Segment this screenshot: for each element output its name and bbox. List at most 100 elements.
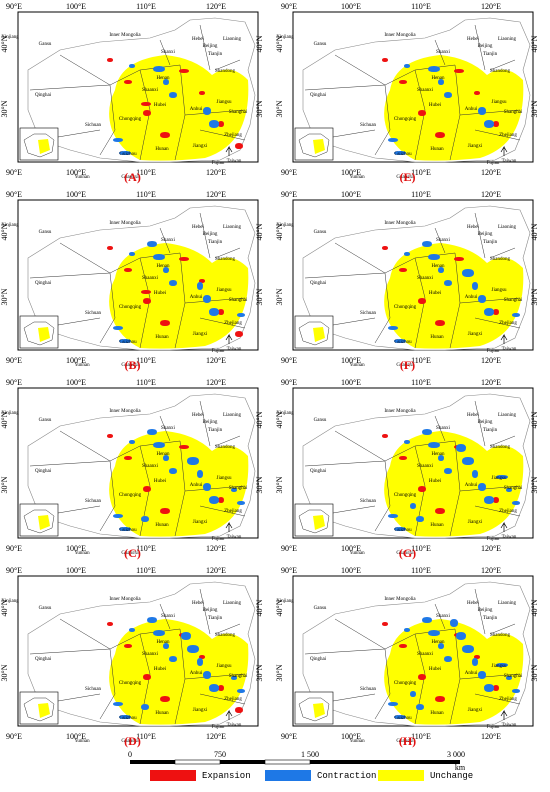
region-label: Hunan bbox=[430, 711, 444, 716]
region-label: Guangxi bbox=[396, 363, 414, 366]
region-label: Jiangxi bbox=[193, 520, 208, 525]
lon-tick-bottom: 120°E bbox=[206, 168, 226, 177]
region-label: Shandong bbox=[490, 445, 511, 450]
province-boundary bbox=[199, 505, 246, 517]
expansion-patch bbox=[199, 279, 205, 283]
lon-tick-top: 90°E bbox=[6, 378, 22, 387]
region-label: Fujian bbox=[487, 537, 500, 542]
expansion-patch bbox=[143, 674, 151, 680]
region-label: Henan bbox=[431, 640, 445, 645]
lat-tick-left: 40°N bbox=[0, 223, 9, 240]
region-label: Guangxi bbox=[121, 739, 139, 742]
contraction-patch bbox=[484, 120, 494, 128]
lat-tick-left: 40°N bbox=[0, 411, 9, 428]
lat-tick-right: 40°N bbox=[530, 35, 539, 52]
expansion-patch bbox=[493, 685, 499, 691]
panel-label: (E) bbox=[399, 170, 416, 184]
region-label: Shandong bbox=[215, 257, 236, 262]
expansion-patch bbox=[218, 497, 224, 503]
region-label: Taiwan bbox=[227, 535, 242, 540]
lat-tick-left: 30°N bbox=[275, 664, 284, 681]
province-boundary bbox=[374, 648, 391, 720]
region-label: Xinjiang bbox=[276, 223, 294, 228]
lon-tick-bottom: 110°E bbox=[411, 168, 431, 177]
expansion-patch bbox=[493, 497, 499, 503]
panel-label: (G) bbox=[398, 546, 417, 560]
lat-tick-left: 40°N bbox=[275, 599, 284, 616]
lon-tick-bottom: 110°E bbox=[411, 356, 431, 365]
region-label: Tianjin bbox=[483, 428, 498, 433]
region-label: Shanghai bbox=[504, 674, 523, 679]
expansion-patch bbox=[418, 674, 426, 680]
lon-tick-bottom: 120°E bbox=[206, 732, 226, 741]
lon-tick-top: 120°E bbox=[481, 566, 501, 575]
region-label: Zhejiang bbox=[224, 697, 242, 702]
contraction-patch bbox=[478, 295, 486, 303]
region-label: Hubei bbox=[154, 667, 167, 672]
region-label: Henan bbox=[431, 76, 445, 81]
lat-tick-right: 30°N bbox=[255, 476, 264, 493]
contraction-patch bbox=[506, 488, 512, 492]
province-boundary bbox=[214, 59, 241, 71]
province-boundary bbox=[304, 648, 386, 655]
province-boundary bbox=[434, 603, 446, 630]
province-boundary bbox=[59, 54, 111, 86]
province-boundary bbox=[29, 648, 111, 655]
region-label: Yunnan bbox=[74, 175, 90, 178]
region-label: Fujian bbox=[212, 161, 225, 166]
region-label: Guangxi bbox=[396, 175, 414, 178]
region-label: Henan bbox=[156, 452, 170, 457]
legend-label-contraction: Contraction bbox=[317, 770, 377, 781]
lon-tick-top: 120°E bbox=[206, 378, 226, 387]
region-label: Hubei bbox=[429, 103, 442, 108]
expansion-patch bbox=[382, 434, 388, 438]
expansion-patch bbox=[160, 508, 170, 514]
expansion-patch bbox=[474, 655, 480, 659]
contraction-patch bbox=[169, 468, 177, 474]
contraction-patch bbox=[472, 282, 478, 290]
region-label: Anhui bbox=[465, 107, 478, 112]
lon-tick-top: 120°E bbox=[481, 190, 501, 199]
lat-tick-left: 30°N bbox=[275, 100, 284, 117]
contraction-patch bbox=[209, 684, 219, 692]
region-label: Shandong bbox=[215, 69, 236, 74]
province-boundary bbox=[159, 415, 171, 442]
unchange-area bbox=[109, 431, 249, 537]
region-label: Qinghai bbox=[310, 469, 327, 474]
province-boundary bbox=[199, 588, 211, 635]
region-label: Beijing bbox=[203, 608, 218, 613]
region-label: Zhejiang bbox=[499, 133, 517, 138]
region-label: Tianjin bbox=[208, 52, 223, 57]
region-label: Hunan bbox=[430, 523, 444, 528]
region-label: Chongqing bbox=[119, 493, 142, 498]
province-boundary bbox=[59, 430, 111, 462]
region-label: Shanghai bbox=[229, 110, 248, 115]
lon-tick-bottom: 100°E bbox=[66, 544, 86, 553]
lat-tick-left: 30°N bbox=[0, 100, 9, 117]
region-label: Anhui bbox=[465, 483, 478, 488]
contraction-patch bbox=[209, 120, 219, 128]
region-label: Guizhou bbox=[394, 716, 412, 721]
contraction-patch bbox=[438, 79, 444, 85]
expansion-patch bbox=[124, 456, 132, 460]
region-label: Shandong bbox=[490, 257, 511, 262]
panel-label: (F) bbox=[399, 358, 416, 372]
contraction-patch bbox=[410, 691, 416, 697]
lon-tick-top: 90°E bbox=[6, 566, 22, 575]
contraction-patch bbox=[231, 676, 237, 680]
region-label: Guizhou bbox=[119, 340, 137, 345]
province-boundary bbox=[489, 59, 516, 71]
expansion-patch bbox=[143, 486, 151, 492]
region-label: Taiwan bbox=[502, 535, 517, 540]
unchange-area bbox=[109, 243, 249, 349]
province-boundary bbox=[459, 673, 521, 680]
province-boundary bbox=[139, 257, 151, 349]
expansion-patch bbox=[418, 486, 426, 492]
contraction-patch bbox=[169, 656, 177, 662]
region-label: Yunnan bbox=[74, 551, 90, 554]
region-label: Jiangsu bbox=[217, 476, 233, 481]
contraction-patch bbox=[422, 429, 432, 435]
lon-tick-top: 90°E bbox=[281, 566, 297, 575]
